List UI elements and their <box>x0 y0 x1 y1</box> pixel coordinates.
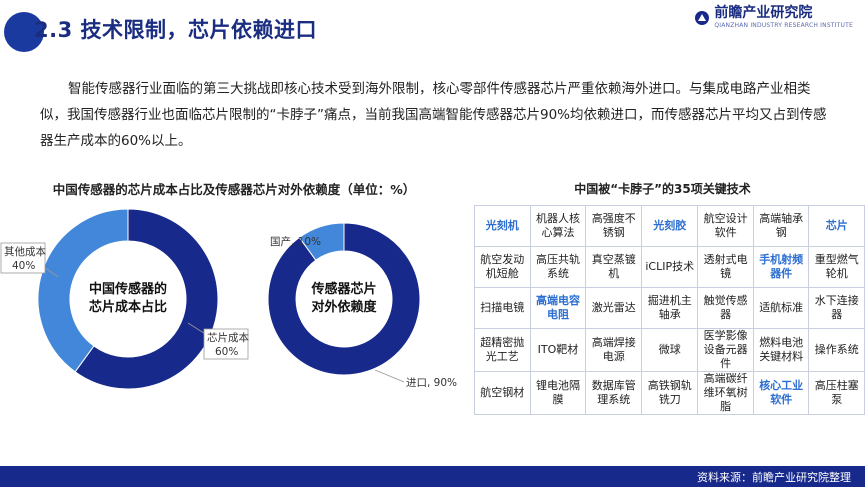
tech-cell: ITO靶材 <box>529 328 587 372</box>
key-tech-table: 光刻机 机器人核心算法 高强度不锈钢 光刻胶 航空设计软件 高端轴承钢 芯片 航空发动机短舱高… <box>474 205 865 415</box>
tech-cell: 操作系统 <box>808 328 865 372</box>
tech-cell: 高端电容电阻 <box>529 287 587 329</box>
tech-cell: 高压共轨系统 <box>529 246 587 288</box>
tech-cell: 医学影像设备元器件 <box>697 328 754 372</box>
chart-section-title: 中国传感器的芯片成本占比及传感器芯片对外依赖度（单位：%） <box>52 182 416 197</box>
tech-cell: 高端轴承钢 <box>752 205 810 247</box>
tech-cell: 高压柱塞泵 <box>808 371 865 415</box>
logo-tagline: QIANZHAN INDUSTRY RESEARCH INSTITUTE <box>714 22 853 29</box>
table-row: 航空钢材 锂电池隔膜 数据库管理系统 高铁钢轨铣刀 高端碳纤维环氧树脂 核心工业软件 高压柱… <box>474 371 865 415</box>
tech-cell: 高端碳纤维环氧树脂 <box>697 371 754 415</box>
donut-slice <box>267 222 421 376</box>
tech-cell: 适航标准 <box>752 287 810 329</box>
label-box <box>203 328 249 360</box>
tech-cell: 锂电池隔膜 <box>529 371 587 415</box>
tech-cell: 手机射频器件 <box>752 246 810 288</box>
slice-value-label: 国产, 10% <box>270 235 321 248</box>
donut-center-label: 中国传感器的 <box>89 281 167 297</box>
label-box <box>0 242 46 274</box>
slice-name-label: 其他成本 <box>4 245 46 258</box>
tech-cell: 超精密抛光工艺 <box>474 328 531 372</box>
slice-name-label: 芯片成本 <box>207 331 249 344</box>
tech-cell: 数据库管理系统 <box>585 371 642 415</box>
logo-mark-icon <box>695 10 710 25</box>
donut-center-label: 芯片成本占比 <box>89 299 167 315</box>
tech-cell: 航空钢材 <box>474 371 531 415</box>
source-note: 资料来源：前瞻产业研究院整理 <box>697 471 851 484</box>
tech-cell: 燃料电池关键材料 <box>752 328 810 372</box>
footer-bar: 资料来源：前瞻产业研究院整理 <box>0 466 865 487</box>
tech-cell: 激光雷达 <box>585 287 642 329</box>
tech-cell: 扫描电镜 <box>474 287 531 329</box>
slice-value-label: 60% <box>215 346 238 358</box>
page-title: 2.3 技术限制，芯片依赖进口 <box>34 18 318 42</box>
tech-cell: 光刻机 <box>474 205 531 247</box>
donut-slice <box>74 208 219 390</box>
tech-cell: 触觉传感器 <box>697 287 754 329</box>
tech-cell: 高端焊接电源 <box>585 328 642 372</box>
donut-center-label: 对外依赖度 <box>311 299 377 315</box>
table-row: 光刻机 机器人核心算法 高强度不锈钢 光刻胶 航空设计软件 高端轴承钢 芯片 <box>474 205 865 247</box>
table-row: 超精密抛光工艺 ITO靶材 高端焊接电源 微球 医学影像设备元器件 燃料电池关键材料 操作系… <box>474 328 865 372</box>
label-leader-line <box>43 266 59 278</box>
slice-value-label: 进口, 90% <box>406 377 457 389</box>
tech-cell: 掘进机主轴承 <box>640 287 699 329</box>
slice-value-label: 40% <box>12 260 35 272</box>
intro-paragraph: 智能传感器行业面临的第三大挑战即核心技术受到海外限制，核心零部件传感器芯片严重依… <box>40 81 827 149</box>
donut-slice <box>298 222 345 261</box>
tech-cell: 高铁钢轨铣刀 <box>640 371 699 415</box>
table-row: 扫描电镜 高端电容电阻 激光雷达 掘进机主轴承 触觉传感器 适航标准 水下连接器 <box>474 287 865 329</box>
donut-slice <box>37 208 129 373</box>
tech-cell: 机器人核心算法 <box>529 205 587 247</box>
logo-name: 前瞻产业研究院 <box>714 5 813 21</box>
header-accent-dot <box>4 12 44 52</box>
brand-logo: 前瞻产业研究院 QIANZHAN INDUSTRY RESEARCH INSTI… <box>694 6 853 29</box>
tech-cell: 高强度不锈钢 <box>585 205 642 247</box>
tech-cell: 芯片 <box>808 205 865 247</box>
tech-cell: 航空设计软件 <box>697 205 754 247</box>
tech-cell: iCLIP技术 <box>640 246 699 288</box>
tech-cell: 真空蒸镀机 <box>585 246 642 288</box>
tech-cell: 核心工业软件 <box>752 371 810 415</box>
tech-cell: 微球 <box>640 328 699 372</box>
tech-cell: 水下连接器 <box>808 287 865 329</box>
tech-cell: 重型燃气轮机 <box>808 246 865 288</box>
label-leader-line <box>374 369 405 383</box>
tech-cell: 光刻胶 <box>640 205 699 247</box>
tech-cell: 航空发动机短舱 <box>474 246 531 288</box>
table-title: 中国被“卡脖子”的35项关键技术 <box>574 182 751 196</box>
donut-center-label: 传感器芯片 <box>310 281 376 297</box>
tech-cell: 透射式电镜 <box>697 246 754 288</box>
table-row: 航空发动机短舱 高压共轨系统 真空蒸镀机 iCLIP技术 透射式电镜 手机射频器件 重型燃气… <box>474 246 865 288</box>
